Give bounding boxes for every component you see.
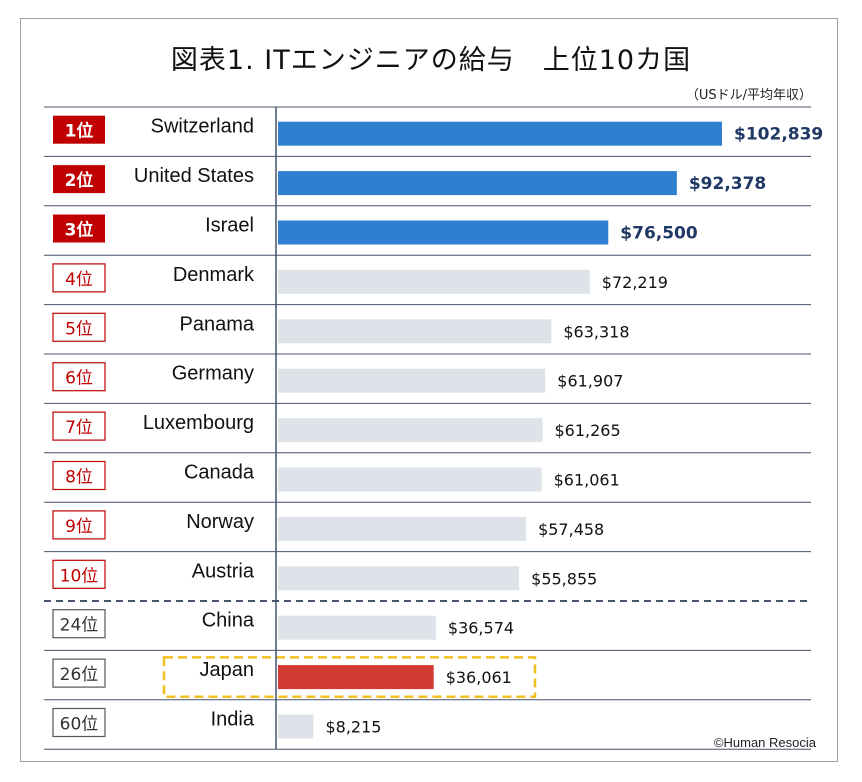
country-label: Norway [186, 511, 254, 533]
rank-label: 24位 [60, 616, 99, 636]
country-label: Germany [172, 363, 254, 385]
unit-label: （USドル/平均年収） [685, 88, 812, 103]
country-label: India [211, 709, 255, 731]
rank-badge [52, 411, 106, 441]
value-label: $57,458 [538, 520, 604, 539]
rank-badge [52, 362, 106, 392]
bar [278, 319, 552, 344]
rank-badge [52, 707, 106, 738]
rank-badge [52, 658, 106, 688]
bar [278, 665, 434, 690]
value-label: $8,215 [325, 718, 381, 737]
bar [278, 368, 546, 393]
rank-label: 6位 [65, 369, 93, 389]
value-label: $61,061 [554, 471, 620, 490]
rank-label: 8位 [65, 468, 93, 488]
copyright-text: ©Human Resocia [713, 735, 816, 750]
rank-label: 5位 [65, 319, 93, 339]
bar [278, 418, 543, 443]
country-label: Panama [180, 313, 255, 335]
country-label: United States [134, 165, 254, 187]
value-label: $61,265 [555, 421, 621, 440]
value-label: $72,219 [602, 273, 668, 292]
bar [278, 714, 314, 739]
rank-label: 1位 [65, 121, 94, 142]
country-label: Israel [205, 215, 254, 237]
japan-highlight-box [162, 656, 537, 699]
rank-label: 2位 [65, 170, 94, 191]
rank-badge [52, 460, 106, 491]
rank-label: 7位 [65, 418, 93, 438]
value-label: $61,907 [557, 372, 623, 391]
bar [278, 220, 609, 245]
rank-label: 4位 [65, 270, 93, 290]
rank-badge [53, 214, 105, 243]
country-label: Austria [192, 560, 255, 582]
country-label: Canada [184, 462, 255, 484]
rank-label: 26位 [60, 665, 99, 685]
rank-badge [52, 609, 106, 639]
value-label: $76,500 [620, 224, 698, 244]
chart-title: 図表1. ITエンジニアの給与 上位10カ国 [170, 45, 692, 76]
rank-badge [52, 312, 106, 342]
rank-badge [52, 510, 106, 540]
country-label: Luxembourg [143, 412, 254, 434]
value-label: $36,574 [448, 619, 514, 638]
value-label: $102,839 [734, 125, 823, 145]
rank-badge [52, 263, 106, 293]
value-label: $55,855 [531, 569, 597, 588]
bar [278, 467, 542, 492]
chart-frame [20, 18, 838, 762]
country-label: Denmark [173, 264, 255, 286]
rank-label: 3位 [65, 220, 94, 241]
country-label: Switzerland [151, 116, 254, 138]
rank-badge [53, 115, 105, 144]
country-label: China [202, 610, 255, 632]
bar [278, 171, 677, 196]
rank-badge [52, 559, 106, 589]
bar [278, 516, 527, 541]
bar [278, 121, 722, 146]
rank-label: 10位 [60, 566, 99, 586]
value-label: $92,378 [689, 174, 766, 194]
bar [278, 269, 590, 294]
rank-badge [53, 165, 105, 194]
rank-label: 9位 [65, 517, 93, 537]
value-label: $63,318 [563, 322, 629, 341]
country-label: Japan [200, 659, 255, 681]
rank-label: 60位 [60, 715, 99, 735]
bar [278, 566, 520, 591]
bar [278, 615, 436, 640]
value-label: $36,061 [446, 668, 512, 687]
